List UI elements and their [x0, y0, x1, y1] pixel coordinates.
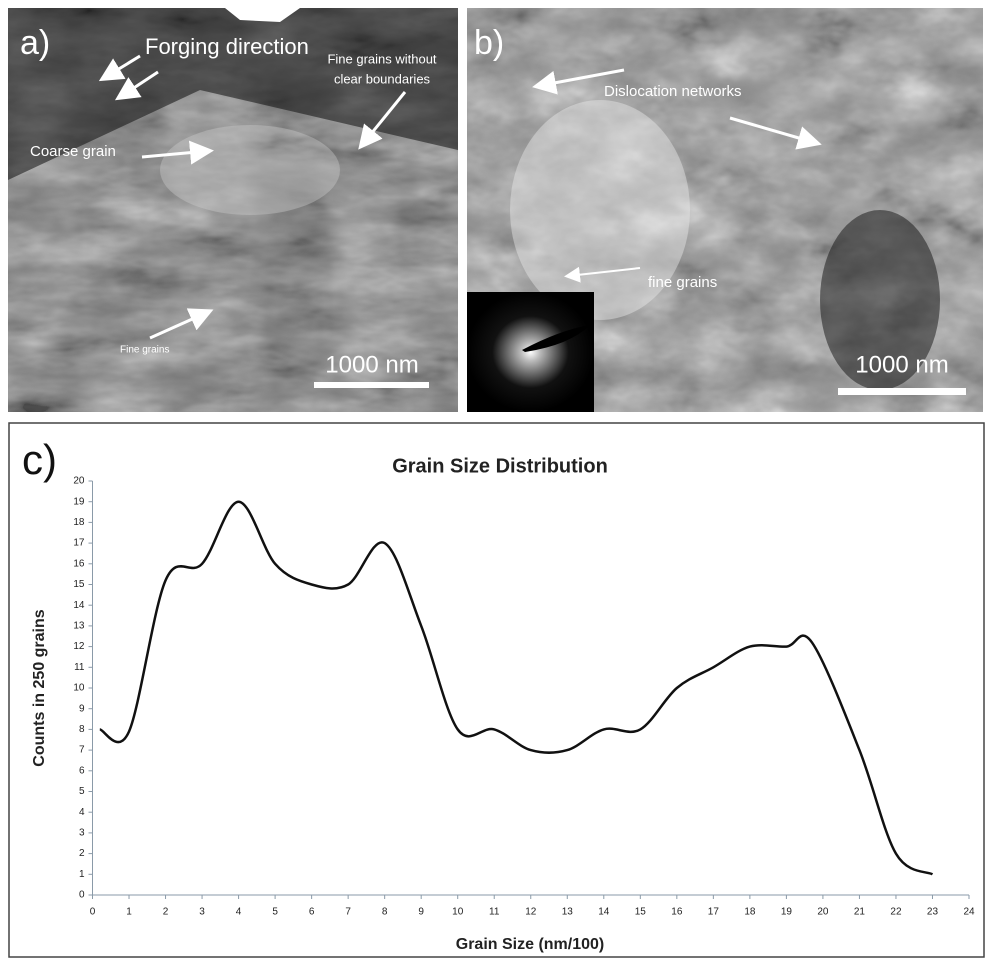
micrograph-b: b) Dislocation networks fine grains 1000… [467, 8, 983, 412]
x-tick-label: 2 [163, 907, 169, 918]
y-tick-label: 11 [74, 662, 85, 673]
micrograph-a: a) Forging direction Fine grains without… [8, 8, 458, 412]
x-tick-label: 19 [781, 907, 793, 918]
y-tick-label: 2 [79, 848, 85, 859]
y-tick-label: 20 [73, 476, 85, 487]
y-tick-label: 12 [73, 641, 85, 652]
panel-label: c) [22, 436, 57, 483]
scale-bar-label: 1000 nm [325, 351, 418, 378]
figure: a) Forging direction Fine grains without… [0, 0, 985, 958]
x-tick-label: 14 [598, 907, 610, 918]
x-tick-label: 3 [199, 907, 205, 918]
x-tick-label: 17 [708, 907, 720, 918]
scale-bar [838, 388, 966, 395]
y-tick-label: 13 [73, 621, 85, 632]
x-tick-label: 24 [963, 907, 975, 918]
y-tick-label: 6 [79, 765, 85, 776]
image-highlight [160, 125, 340, 215]
y-tick-label: 16 [73, 558, 85, 569]
x-tick-label: 15 [635, 907, 647, 918]
x-tick-label: 10 [452, 907, 464, 918]
y-tick-label: 1 [79, 869, 85, 880]
y-tick-label: 18 [73, 517, 85, 528]
chart: c) Grain Size Distribution Grain Size (n… [9, 423, 984, 957]
annotation: clear boundaries [334, 71, 431, 86]
annotation: Fine grains without [327, 51, 436, 66]
x-tick-label: 20 [817, 907, 829, 918]
y-tick-label: 0 [79, 890, 85, 901]
diffraction-inset [467, 292, 594, 412]
y-tick-label: 4 [79, 807, 85, 818]
x-tick-label: 5 [272, 907, 278, 918]
annotation: Dislocation networks [604, 83, 742, 100]
annotation: Forging direction [145, 34, 309, 59]
x-tick-label: 0 [90, 907, 96, 918]
x-tick-label: 13 [562, 907, 574, 918]
y-axis-label: Counts in 250 grains [31, 609, 48, 766]
x-tick-label: 22 [890, 907, 902, 918]
chart-title: Grain Size Distribution [392, 455, 608, 477]
panel-label: a) [20, 24, 50, 62]
y-tick-label: 5 [79, 786, 85, 797]
x-tick-label: 21 [854, 907, 866, 918]
scale-bar [314, 382, 429, 388]
y-tick-label: 10 [73, 683, 85, 694]
scale-bar-label: 1000 nm [855, 351, 948, 378]
y-tick-label: 15 [73, 579, 85, 590]
x-tick-label: 6 [309, 907, 315, 918]
x-tick-label: 8 [382, 907, 388, 918]
x-tick-label: 4 [236, 907, 242, 918]
x-tick-label: 11 [489, 907, 500, 918]
annotation: Coarse grain [30, 143, 116, 160]
annotation: Fine grains [120, 345, 169, 356]
chart-frame [9, 423, 984, 957]
x-tick-label: 9 [418, 907, 424, 918]
x-tick-label: 12 [525, 907, 537, 918]
y-tick-label: 14 [73, 600, 85, 611]
y-tick-label: 8 [79, 724, 85, 735]
x-axis-label: Grain Size (nm/100) [456, 936, 605, 953]
y-tick-label: 19 [73, 496, 85, 507]
annotation: fine grains [648, 274, 717, 291]
x-tick-label: 23 [927, 907, 939, 918]
y-tick-label: 17 [73, 538, 85, 549]
x-tick-label: 7 [345, 907, 351, 918]
y-tick-label: 9 [79, 703, 85, 714]
x-tick-label: 1 [126, 907, 132, 918]
panel-label: b) [474, 24, 504, 62]
y-tick-label: 3 [79, 828, 85, 839]
y-tick-label: 7 [79, 745, 85, 756]
x-tick-label: 16 [671, 907, 683, 918]
page: { "panels": [ {"label": "a)", "annotatio… [0, 0, 985, 958]
x-tick-label: 18 [744, 907, 756, 918]
